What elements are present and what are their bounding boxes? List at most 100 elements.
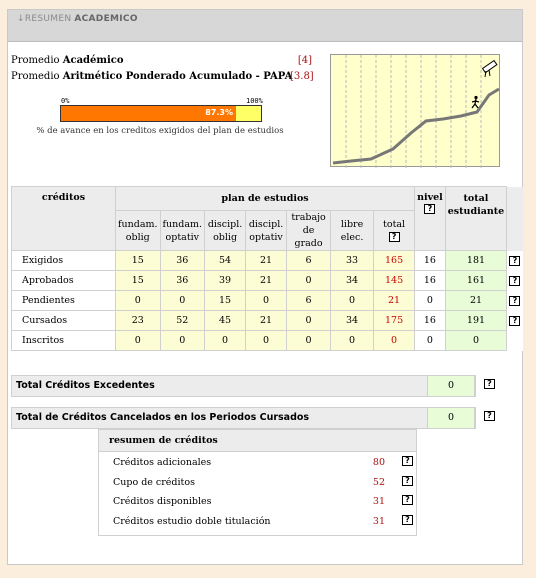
help-icon[interactable]: ?: [402, 514, 413, 525]
table-cell: 54: [204, 250, 247, 271]
resumen-row: Créditos adicionales 80?: [99, 452, 416, 472]
help-icon[interactable]: ?: [402, 456, 413, 466]
header-nivel: nivel?: [414, 186, 446, 251]
help-icon[interactable]: ?: [402, 475, 413, 486]
table-cell: 15: [204, 290, 247, 311]
table-cell: 33: [330, 250, 375, 271]
row-label: Inscritos: [11, 330, 116, 351]
table-cell: 21: [245, 310, 288, 331]
table-cell: 0: [414, 330, 446, 351]
progress-fill: [61, 106, 236, 121]
table-cell: 0: [115, 290, 161, 311]
table-row: Pendientes 0 0 15 0 6 0 21 0 21?: [11, 290, 523, 311]
table-cell: 52: [159, 310, 206, 331]
table-cell: 0: [159, 330, 206, 351]
subheader-fundam-oblig: fundam. oblig: [115, 210, 161, 251]
table-cell: 165: [373, 250, 416, 271]
table-cell: 0: [286, 310, 332, 331]
table-cell: 181: [444, 250, 508, 271]
table-cell: 21: [444, 290, 508, 311]
total-cancelados-row: Total de Créditos Cancelados en los Peri…: [11, 407, 495, 429]
table-cell: 0: [159, 290, 206, 311]
total-cancelados-value: 0: [427, 407, 475, 429]
help-icon[interactable]: ?: [484, 411, 495, 421]
help-icon[interactable]: ?: [509, 295, 521, 306]
table-cell: 21: [245, 250, 288, 271]
help-icon[interactable]: ?: [424, 203, 436, 214]
subheader-fundam-optativ: fundam. optativ: [159, 210, 206, 251]
table-cell: 36: [159, 250, 206, 271]
table-cell: 23: [115, 310, 161, 331]
table-cell: 191: [444, 310, 508, 331]
diploma-icon: [481, 59, 498, 78]
table-cell: 39: [204, 270, 247, 291]
resumen-creditos-box: resumen de créditos Créditos adicionales…: [98, 429, 417, 536]
table-cell: 36: [159, 270, 206, 291]
table-cell: 0: [245, 330, 288, 351]
progress-curve: [332, 87, 500, 165]
help-icon[interactable]: ?: [388, 232, 400, 242]
table-row: Exigidos 15 36 54 21 6 33 165 16 181?: [11, 250, 523, 271]
table-cell: 21: [245, 270, 288, 291]
total-cancelados-label: Total de Créditos Cancelados en los Peri…: [16, 412, 310, 423]
resumen-row: Créditos estudio doble titulación 31?: [99, 511, 416, 531]
progress-value: 87.3%: [205, 108, 233, 117]
header-total-estudiante: total estudiante: [444, 186, 508, 251]
walking-person-icon: [471, 95, 480, 109]
resumen-creditos-title: resumen de créditos: [99, 430, 416, 452]
help-icon[interactable]: ?: [509, 275, 521, 286]
table-row: Cursados 23 52 45 21 0 34 175 16 191?: [11, 310, 523, 331]
table-cell: 0: [330, 330, 375, 351]
row-label: Aprobados: [11, 270, 116, 291]
table-cell: 161: [444, 270, 508, 291]
promedio-academico-value: [4]: [297, 55, 312, 66]
papa-label: Promedio Aritmético Ponderado Acumulado …: [11, 71, 293, 82]
row-label: Cursados: [11, 310, 116, 331]
table-cell: 0: [330, 290, 375, 311]
progress-caption: % de avance en los creditos exigidos del…: [36, 126, 284, 136]
help-icon[interactable]: ?: [402, 495, 413, 505]
table-cell: 0: [414, 290, 446, 311]
subheader-trabajo-grado: trabajo de grado: [286, 210, 332, 251]
header-creditos: créditos: [11, 186, 116, 251]
table-cell: 16: [414, 310, 446, 331]
subheader-total: total ?: [373, 210, 416, 251]
help-icon[interactable]: ?: [484, 379, 495, 389]
section-title[interactable]: ↓RESUMEN ACADEMICO: [17, 14, 138, 24]
table-cell: 16: [414, 270, 446, 291]
row-label: Exigidos: [11, 250, 116, 271]
progress-bar: 87.3%: [60, 105, 262, 122]
table-cell: 145: [373, 270, 416, 291]
papa-value: [3.8]: [290, 71, 314, 82]
table-cell: 34: [330, 310, 375, 331]
total-excedentes-row: Total Créditos Excedentes 0 ?: [11, 375, 495, 397]
table-cell: 45: [204, 310, 247, 331]
row-label: Pendientes: [11, 290, 116, 311]
resumen-row: Créditos disponibles 31?: [99, 491, 416, 511]
table-cell: 0: [115, 330, 161, 351]
table-cell: 16: [414, 250, 446, 271]
table-cell: 0: [204, 330, 247, 351]
table-cell: 0: [245, 290, 288, 311]
section-header[interactable]: ↓RESUMEN ACADEMICO: [8, 10, 522, 42]
header-plan-estudios: plan de estudios: [114, 186, 416, 211]
table-cell: 34: [330, 270, 375, 291]
progress-graph: [330, 54, 500, 168]
table-cell: 6: [286, 290, 332, 311]
help-icon[interactable]: ?: [509, 315, 521, 326]
table-cell: 0: [373, 330, 416, 351]
total-excedentes-label: Total Créditos Excedentes: [16, 380, 155, 391]
table-cell: 15: [115, 270, 161, 291]
progress-max-label: 100%: [246, 97, 263, 105]
table-cell: 15: [115, 250, 161, 271]
help-icon[interactable]: ?: [509, 255, 521, 266]
table-cell: 175: [373, 310, 416, 331]
table-cell: 21: [373, 290, 416, 311]
resumen-row: Cupo de créditos 52?: [99, 472, 416, 492]
credits-table: créditos plan de estudios nivel? total e…: [11, 186, 523, 351]
total-excedentes-value: 0: [427, 375, 475, 397]
table-cell: 0: [286, 330, 332, 351]
table-row: Inscritos 0 0 0 0 0 0 0 0 0: [11, 330, 523, 351]
subheader-discipl-oblig: discipl. oblig: [204, 210, 247, 251]
collapse-arrow-icon[interactable]: ↓: [17, 14, 25, 24]
